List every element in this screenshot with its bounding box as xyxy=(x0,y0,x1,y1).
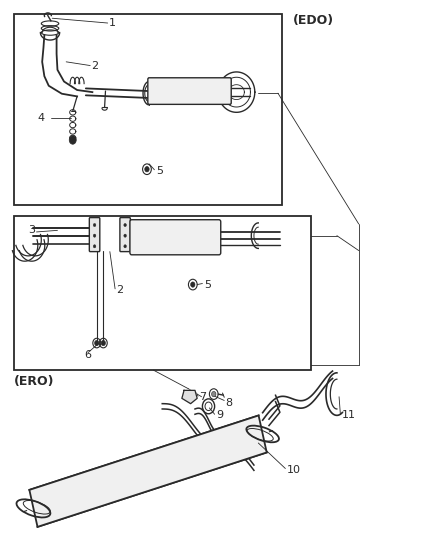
Circle shape xyxy=(124,245,127,248)
Text: 6: 6 xyxy=(85,350,92,360)
FancyBboxPatch shape xyxy=(89,217,100,252)
Text: 10: 10 xyxy=(287,465,300,474)
Circle shape xyxy=(124,234,127,237)
Circle shape xyxy=(191,282,195,287)
Text: 5: 5 xyxy=(204,280,211,289)
FancyBboxPatch shape xyxy=(148,78,231,104)
Circle shape xyxy=(93,245,96,248)
FancyBboxPatch shape xyxy=(130,220,221,255)
Text: 2: 2 xyxy=(92,61,99,70)
Circle shape xyxy=(93,223,96,227)
Text: 7: 7 xyxy=(199,392,206,402)
Circle shape xyxy=(212,391,216,397)
Circle shape xyxy=(69,136,76,144)
Circle shape xyxy=(95,341,99,346)
Circle shape xyxy=(124,223,127,227)
Text: 1: 1 xyxy=(109,18,116,28)
Bar xyxy=(14,14,283,205)
Text: (EDO): (EDO) xyxy=(293,14,334,27)
Polygon shape xyxy=(29,415,267,527)
FancyBboxPatch shape xyxy=(120,217,131,252)
Text: 2: 2 xyxy=(117,286,124,295)
Circle shape xyxy=(145,166,149,172)
Polygon shape xyxy=(182,390,197,403)
Text: 4: 4 xyxy=(38,112,45,123)
Text: 9: 9 xyxy=(216,410,223,421)
Bar xyxy=(14,216,311,370)
Circle shape xyxy=(93,234,96,237)
Text: 5: 5 xyxy=(155,166,162,176)
Text: (ERO): (ERO) xyxy=(14,375,54,389)
Text: 11: 11 xyxy=(342,410,356,421)
Circle shape xyxy=(101,341,106,346)
Text: 3: 3 xyxy=(28,225,35,236)
Text: 8: 8 xyxy=(226,398,233,408)
